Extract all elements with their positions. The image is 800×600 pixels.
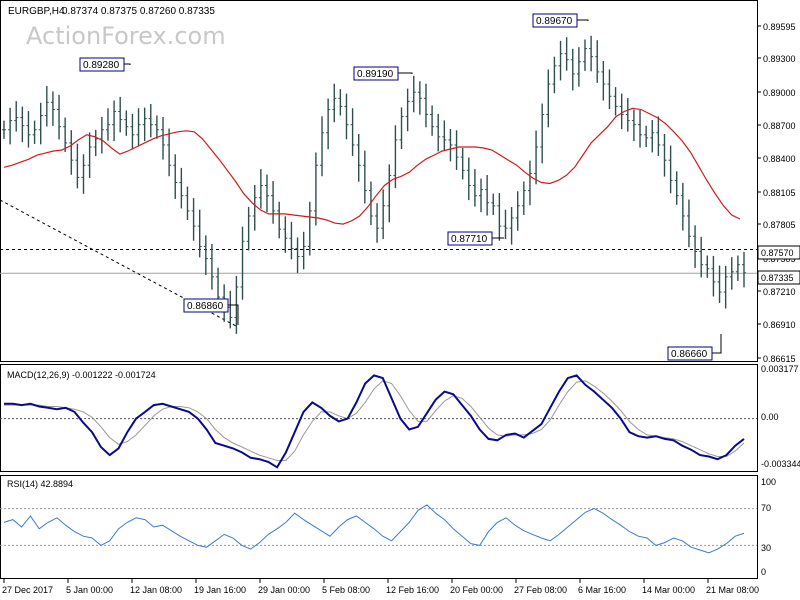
annotation-box: [353, 66, 399, 81]
y-tick-label: 0.86910: [763, 320, 796, 330]
x-tick-label: 12 Jan 08:00: [130, 585, 182, 595]
y-tick-label: 0.89000: [763, 88, 796, 98]
macd-title: MACD(12,26,9) -0.001222 -0.001724: [7, 370, 156, 380]
rsi-tick-label: 100: [761, 477, 776, 487]
rsi-panel-frame: [0, 475, 758, 579]
x-tick-label: 6 Mar 16:00: [578, 585, 626, 595]
annotation-label: 0.87710: [451, 234, 488, 245]
annotation-leader: [712, 334, 722, 354]
macd-line: [4, 374, 745, 469]
chart-symbol: EURGBP,H4: [8, 6, 65, 17]
y-tick-label: 0.87210: [763, 287, 796, 297]
resistance-price-tag: 0.87570: [761, 248, 794, 258]
moving-average-line: [3, 107, 741, 225]
macd-tick-label: 0.003177: [761, 364, 799, 374]
price-layer: 0.89280 0.89190 0.89670 0.87710 0.86860 0.866…: [0, 13, 757, 361]
price-annotation: 0.87710: [447, 231, 504, 246]
resistance-price-tag-box: [757, 245, 800, 260]
x-tick-label: 5 Jan 00:00: [66, 585, 113, 595]
annotation-label: 0.86860: [187, 301, 224, 312]
x-tick-label: 5 Feb 08:00: [322, 585, 370, 595]
price-annotation: 0.86660: [667, 334, 722, 361]
annotation-box: [447, 231, 493, 246]
y-tick-label: 0.88700: [763, 121, 796, 131]
current-price-tag-box: [757, 270, 800, 285]
annotation-leader: [577, 19, 589, 21]
macd-tick-label: -0.003344: [761, 459, 800, 469]
y-tick-label: 0.86615: [763, 354, 796, 364]
macd-signal-line: [4, 380, 745, 461]
annotation-label: 0.89190: [357, 69, 394, 80]
x-tick-label: 29 Jan 00:00: [258, 585, 310, 595]
annotation-box: [79, 57, 125, 72]
annotation-label: 0.89670: [536, 16, 573, 27]
annotation-leader: [398, 72, 413, 74]
annotation-box: [532, 13, 578, 28]
y-tick-label: 0.89300: [763, 54, 796, 64]
rsi-layer: [0, 504, 757, 554]
x-tick-label: 27 Feb 08:00: [514, 585, 567, 595]
current-price-tag: 0.87335: [761, 273, 794, 283]
annotation-leader: [124, 63, 131, 65]
x-tick-label: 19 Jan 16:00: [194, 585, 246, 595]
annotation-label: 0.86660: [671, 349, 708, 360]
y-tick-label: 0.88400: [763, 154, 796, 164]
price-annotation: 0.89670: [532, 13, 589, 28]
price-annotation: 0.89280: [79, 57, 131, 72]
annotation-leader: [228, 304, 239, 325]
rsi-tick-label: 30: [761, 543, 771, 553]
annotation-box: [183, 298, 229, 313]
macd-tick-label: 0.00: [761, 412, 779, 422]
annotation-label: 0.89280: [83, 60, 120, 71]
y-tick-label: 0.89595: [763, 22, 796, 32]
y-tick-label: 0.88105: [763, 188, 796, 198]
chart-ohlc: 0.87374 0.87375 0.87260 0.87335: [62, 6, 215, 17]
macd-layer: [0, 374, 757, 469]
price-annotation: 0.86860: [183, 298, 239, 325]
price-annotation: 0.89190: [353, 66, 413, 81]
rsi-tick-label: 0: [761, 567, 766, 577]
x-tick-label: 21 Mar 08:00: [706, 585, 759, 595]
x-tick-label: 12 Feb 16:00: [386, 585, 439, 595]
annotation-box: [667, 346, 713, 361]
price-panel-frame: [0, 0, 758, 362]
x-tick-label: 20 Feb 00:00: [450, 585, 503, 595]
rsi-title: RSI(14) 42.8894: [7, 479, 73, 489]
x-tick-label: 14 Mar 00:00: [642, 585, 695, 595]
rsi-line: [3, 504, 745, 554]
axis-layer: 0.89595 0.89300 0.89000 0.88700 0.88400 0.881…: [2, 22, 800, 595]
rsi-tick-label: 70: [761, 503, 771, 513]
watermark: ActionForex.com: [26, 22, 226, 50]
macd-panel-frame: [0, 364, 758, 472]
x-tick-label: 27 Dec 2017: [2, 585, 53, 595]
y-tick-label: 0.87805: [763, 220, 796, 230]
